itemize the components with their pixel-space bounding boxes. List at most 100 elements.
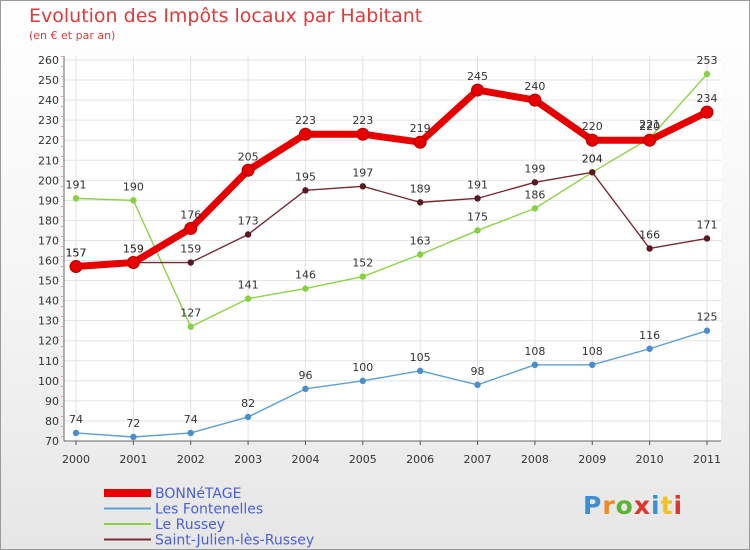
legend-label: Le Russey	[155, 517, 225, 533]
x-tick-label: 2008	[521, 453, 549, 466]
data-point	[184, 221, 198, 235]
data-label: 157	[66, 247, 87, 260]
x-tick-label: 2010	[636, 453, 664, 466]
x-tick-label: 2002	[177, 453, 205, 466]
series-line	[72, 86, 711, 271]
data-label: 219	[410, 122, 431, 135]
data-point	[585, 133, 599, 147]
y-tick-label: 160	[38, 255, 59, 268]
data-label: 159	[180, 243, 201, 256]
x-tick-label: 2001	[119, 453, 147, 466]
data-label: 253	[697, 54, 718, 67]
data-label: 195	[295, 170, 316, 183]
data-point	[528, 93, 542, 107]
data-label: 141	[238, 279, 259, 292]
data-point	[356, 127, 370, 141]
data-point	[589, 361, 596, 368]
data-label: 74	[184, 413, 198, 426]
data-label: 72	[126, 417, 140, 430]
data-label: 176	[180, 208, 201, 221]
y-tick-label: 180	[38, 214, 59, 227]
data-label: 125	[697, 311, 718, 324]
x-tick-label: 2004	[291, 453, 319, 466]
data-label: 204	[582, 152, 603, 165]
chart-subtitle: (en € et par an)	[29, 29, 116, 42]
y-tick-label: 70	[45, 435, 59, 448]
y-tick-label: 100	[38, 375, 59, 388]
data-point	[474, 381, 481, 389]
series-0	[69, 83, 714, 274]
data-point	[72, 195, 80, 202]
data-point	[416, 251, 424, 258]
data-point	[302, 187, 309, 194]
data-label: 108	[582, 345, 603, 358]
data-point	[298, 127, 312, 141]
data-label: 108	[524, 345, 545, 358]
y-tick-label: 190	[38, 194, 59, 207]
y-tick-label: 110	[38, 355, 59, 368]
data-point	[589, 169, 596, 176]
y-tick-label: 250	[38, 74, 59, 87]
proxiti-logo: Proxiti	[583, 491, 684, 520]
data-label: 159	[123, 243, 144, 256]
data-point	[244, 295, 252, 302]
y-tick-label: 220	[38, 134, 59, 147]
data-point	[244, 413, 252, 421]
x-tick-label: 2006	[406, 453, 434, 466]
data-point	[187, 429, 194, 437]
data-point	[187, 323, 194, 330]
y-tick-label: 260	[38, 54, 59, 67]
y-tick-label: 120	[38, 335, 59, 348]
data-point	[471, 83, 485, 97]
legend-label: Les Fontenelles	[155, 502, 263, 518]
data-label: 159	[123, 243, 144, 256]
data-label: 96	[298, 369, 312, 382]
y-tick-label: 170	[38, 234, 59, 247]
y-tick-label: 140	[38, 295, 59, 308]
data-point	[302, 285, 309, 292]
data-label: 175	[467, 210, 488, 223]
y-tick-label: 130	[38, 315, 59, 328]
data-point	[416, 367, 424, 375]
data-label: 127	[180, 307, 201, 320]
data-point	[69, 260, 83, 274]
data-label: 152	[352, 257, 373, 270]
data-label: 100	[352, 361, 373, 374]
chart-title: Evolution des Impôts locaux par Habitant	[29, 5, 423, 27]
data-point	[244, 231, 252, 238]
data-label: 191	[467, 178, 488, 191]
data-label: 205	[238, 150, 259, 163]
y-tick-label: 210	[38, 154, 59, 167]
data-point	[703, 327, 711, 334]
data-point	[703, 235, 711, 242]
y-tick-label: 200	[38, 174, 59, 187]
x-tick-label: 2003	[234, 453, 262, 466]
data-label: 240	[524, 80, 545, 93]
data-point	[359, 377, 367, 385]
series-line	[75, 330, 708, 438]
series-1	[72, 327, 711, 441]
data-label: 116	[639, 329, 660, 342]
data-point	[126, 256, 140, 270]
data-point	[474, 195, 481, 202]
data-label: 189	[410, 182, 431, 195]
data-label: 98	[471, 365, 485, 378]
series-line	[75, 73, 708, 328]
data-label: 166	[639, 228, 660, 241]
x-tick-label: 2007	[464, 453, 492, 466]
data-label: 190	[123, 180, 144, 193]
data-label: 74	[69, 413, 83, 426]
data-point	[130, 433, 137, 441]
x-tick-label: 2005	[349, 453, 377, 466]
legend-label: BONNéTAGE	[155, 486, 241, 502]
y-tick-label: 230	[38, 114, 59, 127]
data-label: 171	[697, 218, 718, 231]
series-line	[75, 171, 708, 268]
data-point	[359, 273, 367, 280]
data-point	[359, 183, 367, 190]
data-label: 245	[467, 70, 488, 83]
data-label: 220	[639, 120, 660, 133]
data-point	[130, 197, 137, 204]
